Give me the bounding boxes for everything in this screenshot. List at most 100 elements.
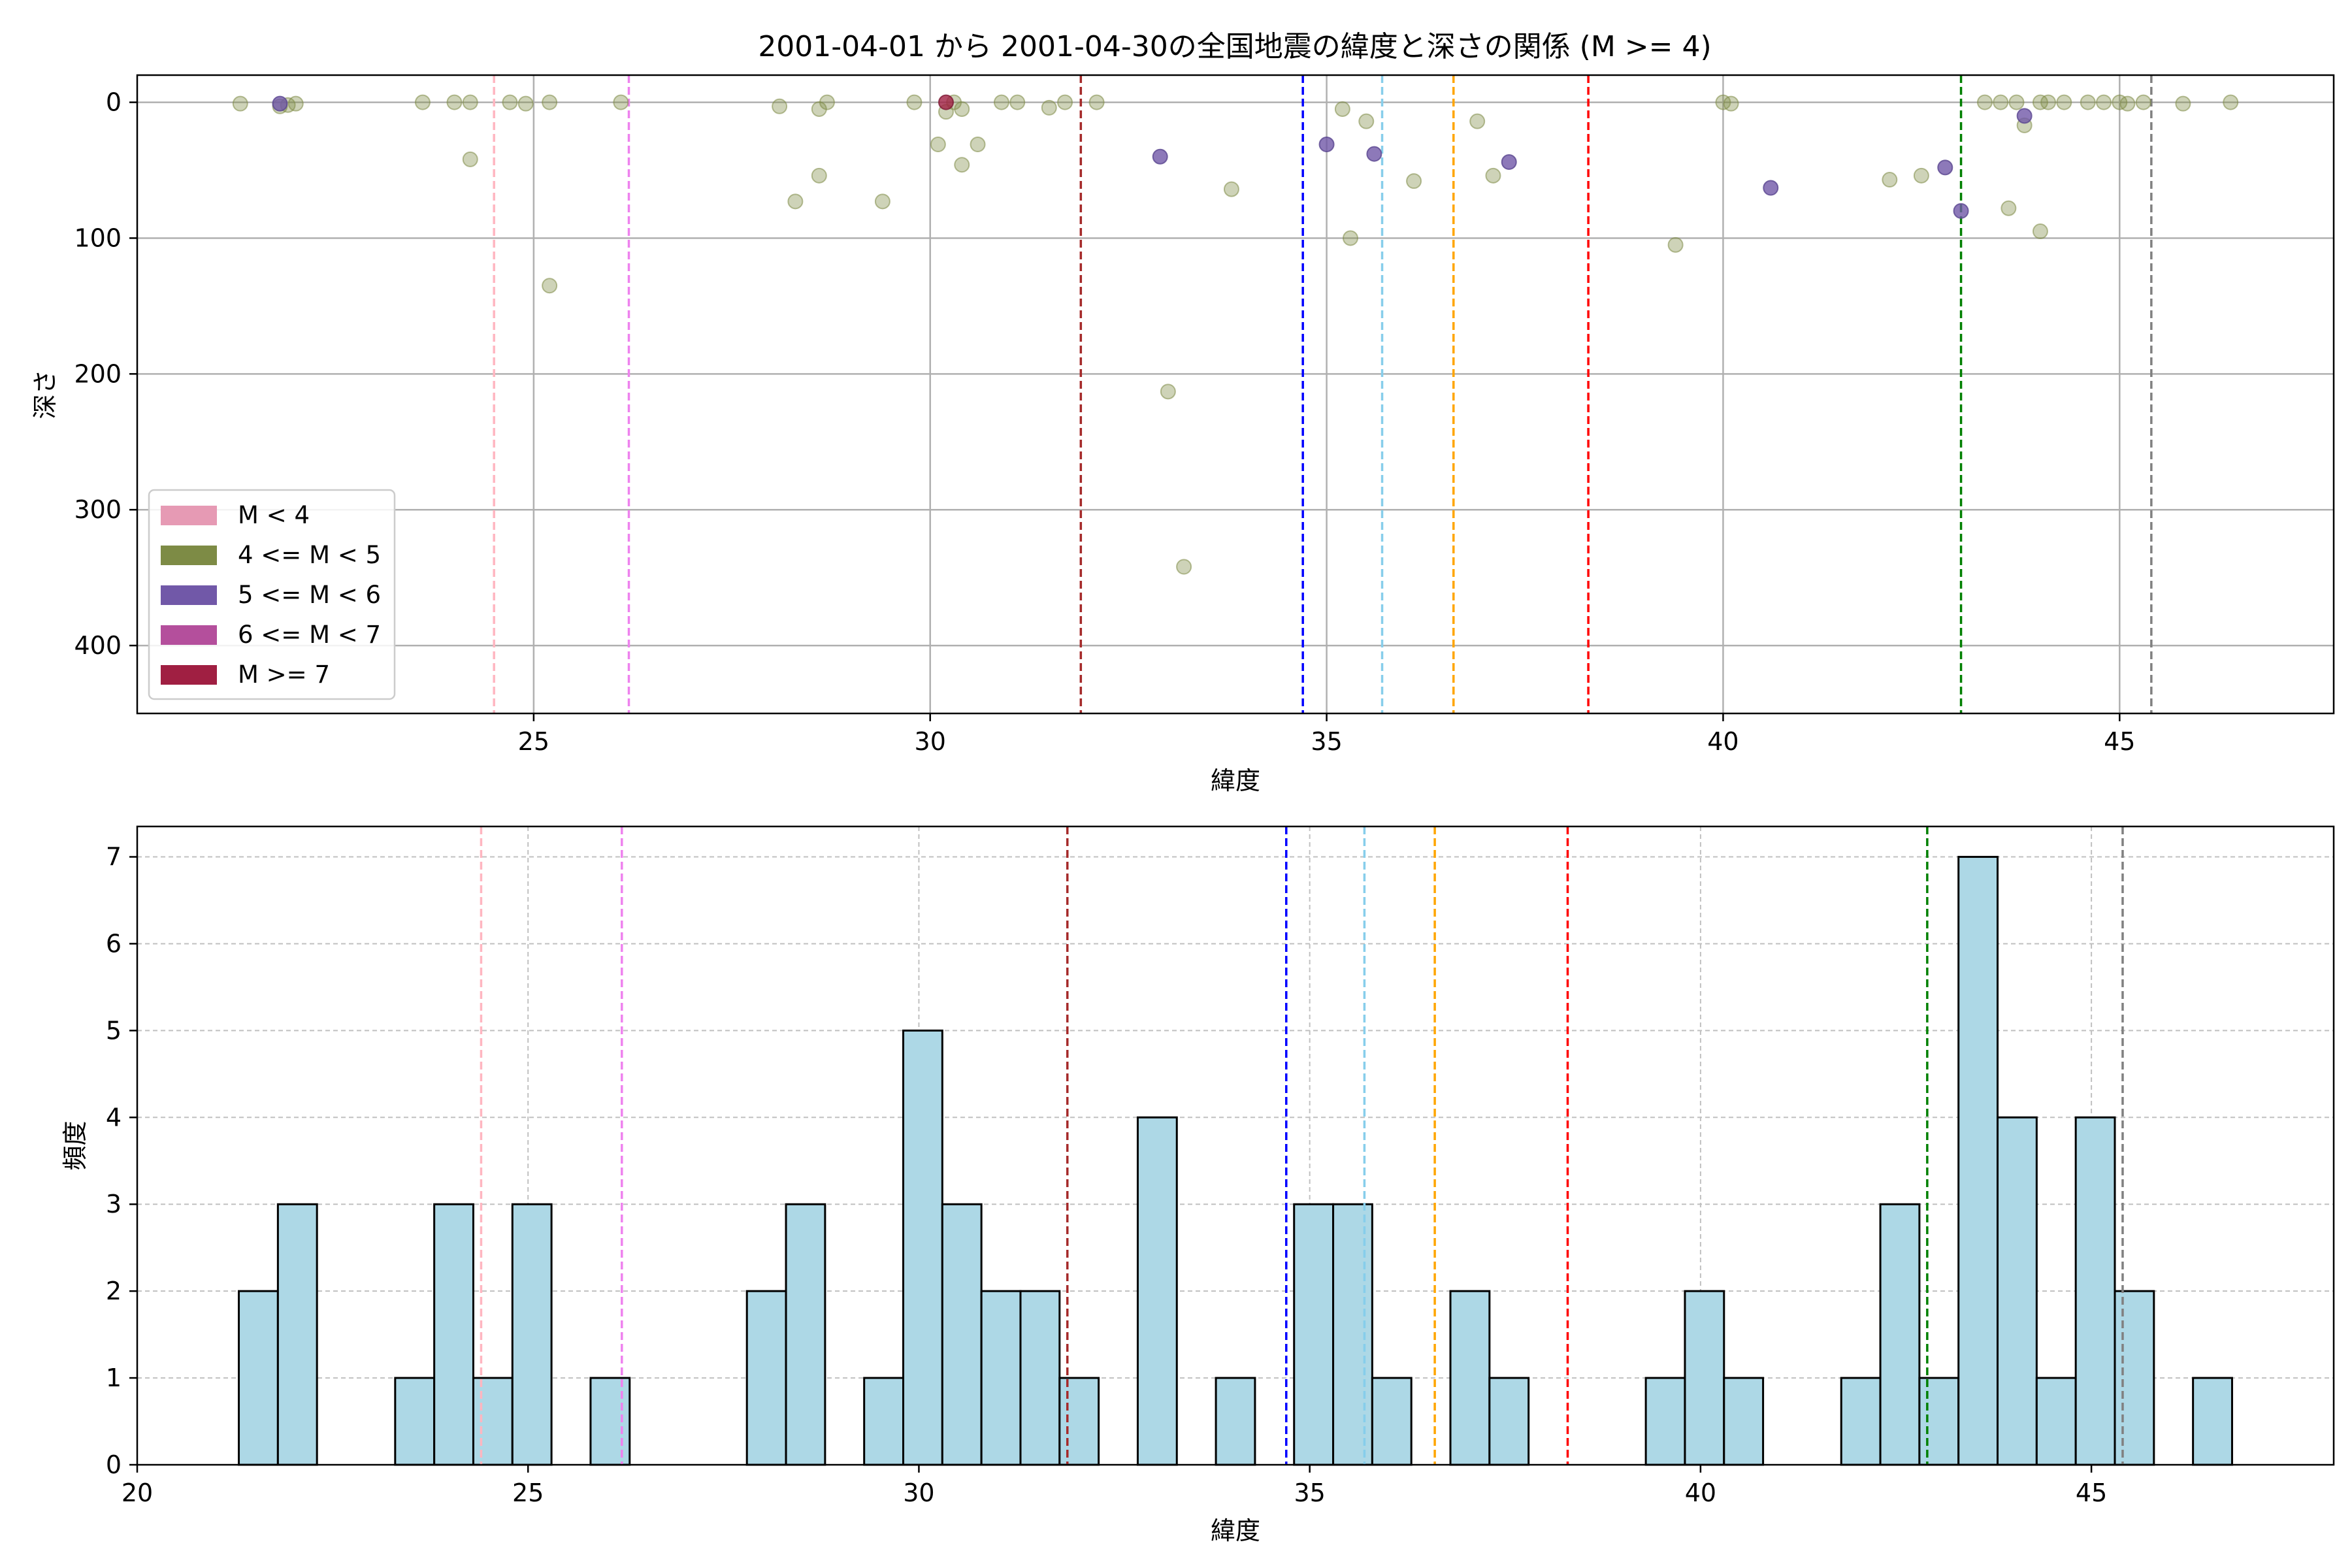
- hist-bar: [394, 1377, 436, 1466]
- hist-bar: [863, 1377, 905, 1466]
- hist-x-axis-label: 緯度: [1211, 1516, 1260, 1545]
- scatter-point-m4: [287, 95, 304, 112]
- scatter-point-m4: [462, 151, 478, 167]
- scatter-point-m4: [954, 157, 970, 173]
- scatter-point-m4: [2056, 94, 2072, 110]
- scatter-point-m4: [462, 94, 478, 110]
- hist-bar: [238, 1290, 279, 1466]
- scatter-point-m5: [272, 95, 288, 112]
- legend-swatch: [161, 625, 217, 645]
- scatter-point-m4: [502, 94, 518, 110]
- scatter-point-m4: [811, 167, 827, 184]
- scatter-point-m4: [1342, 230, 1358, 246]
- scatter-point-m4: [446, 94, 463, 110]
- scatter-point-m4: [787, 193, 804, 210]
- scatter-frame: [136, 74, 2335, 715]
- hist-bar: [1293, 1203, 1335, 1466]
- scatter-y-tick-label: 400: [74, 631, 122, 660]
- hist-bar: [1019, 1290, 1061, 1466]
- scatter-point-m4: [1485, 167, 1501, 184]
- scatter-point-m4: [2032, 223, 2048, 240]
- scatter-point-m4: [2008, 94, 2025, 110]
- legend-entry-label: 4 <= M < 5: [238, 541, 381, 569]
- scatter-point-m4: [2040, 94, 2057, 110]
- hist-x-tick-label: 40: [1685, 1478, 1716, 1507]
- hist-bar: [1957, 856, 1999, 1466]
- scatter-panel: 25 30 35 40 45 0 100 200 300 400 緯度 深さ M < 4 4 <= M <…: [31, 74, 2335, 795]
- scatter-point-m4: [1088, 94, 1105, 110]
- hist-bar: [745, 1290, 787, 1466]
- hist-bar: [589, 1377, 631, 1466]
- hist-bar: [902, 1029, 943, 1466]
- scatter-x-tick-label: 30: [915, 727, 946, 756]
- hist-bar: [785, 1203, 826, 1466]
- scatter-point-m4: [414, 94, 431, 110]
- scatter-point-m4: [772, 98, 788, 114]
- scatter-y-tick-label: 100: [74, 223, 122, 252]
- scatter-point-m4: [542, 94, 558, 110]
- hist-bar: [2114, 1290, 2155, 1466]
- hist-x-tick-label: 35: [1294, 1478, 1325, 1507]
- hist-y-tick-label: 4: [106, 1103, 122, 1132]
- legend-swatch: [161, 585, 217, 605]
- scatter-point-m4: [819, 94, 835, 110]
- scatter-legend: M < 4 4 <= M < 5 5 <= M < 6 6 <= M < 7 M >= …: [148, 489, 396, 700]
- hist-y-tick-label: 7: [106, 843, 122, 872]
- hist-y-tick-label: 6: [106, 929, 122, 958]
- hist-bar: [511, 1203, 553, 1466]
- legend-entry-label: 6 <= M < 7: [238, 621, 381, 649]
- scatter-point-m5: [1763, 180, 1779, 196]
- scatter-point-m4: [613, 94, 629, 110]
- scatter-point-m4: [2032, 94, 2048, 110]
- scatter-point-m4: [1176, 559, 1192, 575]
- scatter-point-m4: [1160, 384, 1176, 400]
- scatter-point-m4: [2175, 95, 2191, 112]
- legend-swatch: [161, 506, 217, 525]
- hist-bar: [1879, 1203, 1921, 1466]
- scatter-point-m4: [970, 137, 986, 153]
- scatter-point-m4: [1041, 99, 1057, 116]
- hist-bar: [941, 1203, 983, 1466]
- scatter-point-m5: [1501, 154, 1517, 171]
- scatter-point-m4: [2223, 94, 2239, 110]
- scatter-point-m4: [517, 95, 534, 112]
- scatter-point-m4: [1882, 172, 1898, 188]
- hist-bar: [1215, 1377, 1256, 1466]
- scatter-point-m4: [1358, 113, 1375, 129]
- scatter-point-m4: [1223, 181, 1239, 197]
- scatter-point-m5: [1318, 137, 1335, 153]
- scatter-point-m5: [1937, 159, 1953, 176]
- hist-bar: [2192, 1377, 2233, 1466]
- hist-bar: [1684, 1290, 1725, 1466]
- hist-x-tick-label: 30: [903, 1478, 934, 1507]
- scatter-point-m5: [1953, 203, 1969, 219]
- scatter-point-m4: [874, 193, 890, 210]
- scatter-point-m4: [232, 95, 248, 112]
- scatter-x-tick-label: 35: [1311, 727, 1342, 756]
- scatter-point-m4: [1667, 237, 1684, 253]
- hist-x-tick-label: 20: [122, 1478, 153, 1507]
- scatter-x-tick-label: 25: [518, 727, 549, 756]
- scatter-point-m4: [906, 94, 923, 110]
- scatter-point-m4: [2080, 94, 2096, 110]
- hist-y-tick-label: 2: [106, 1277, 122, 1305]
- scatter-y-axis-label: 深さ: [31, 369, 59, 419]
- scatter-point-m4: [1009, 94, 1026, 110]
- scatter-point-m4: [954, 101, 970, 117]
- hist-y-tick-label: 0: [106, 1450, 122, 1479]
- hist-bar: [1997, 1116, 2038, 1466]
- hist-bar: [472, 1377, 514, 1466]
- scatter-x-tick-label: 45: [2104, 727, 2135, 756]
- scatter-point-m4: [993, 94, 1009, 110]
- hist-y-tick-label: 1: [106, 1364, 122, 1392]
- scatter-point-m5: [1366, 146, 1382, 162]
- scatter-point-m4: [1913, 167, 1929, 184]
- legend-entry-label: 5 <= M < 6: [238, 581, 381, 609]
- hist-x-tick-label: 45: [2076, 1478, 2107, 1507]
- legend-swatch: [161, 546, 217, 565]
- scatter-point-m4: [2001, 200, 2017, 216]
- scatter-point-m4: [542, 278, 558, 294]
- hist-x-tick-label: 25: [512, 1478, 544, 1507]
